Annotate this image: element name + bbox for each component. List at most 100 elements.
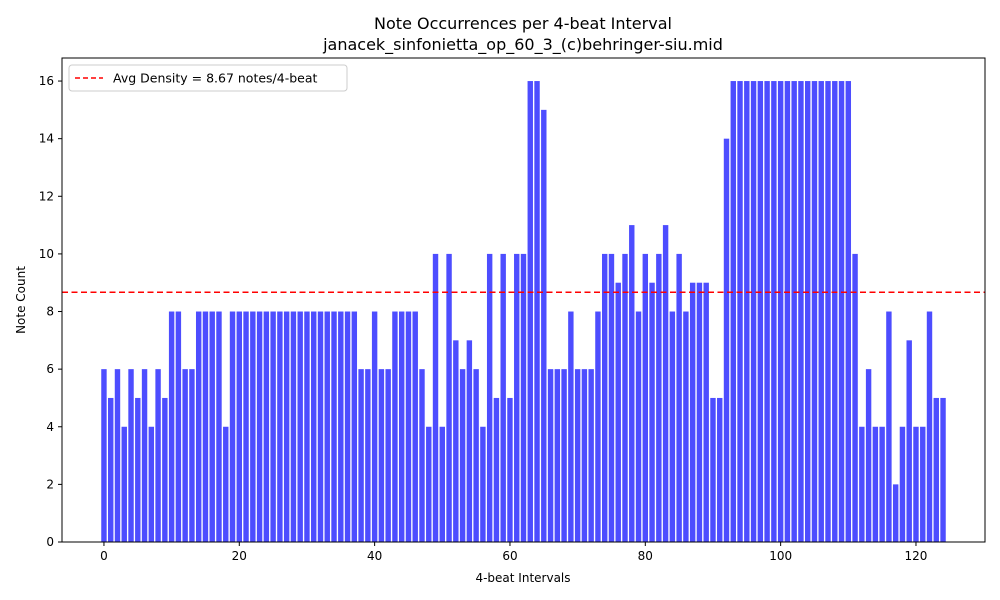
bar bbox=[283, 311, 290, 542]
bar bbox=[243, 311, 249, 542]
bar bbox=[412, 311, 418, 542]
bar bbox=[710, 397, 716, 542]
bar bbox=[696, 282, 703, 542]
bar bbox=[216, 311, 222, 542]
bar bbox=[419, 369, 425, 542]
bar bbox=[703, 282, 709, 542]
bar bbox=[121, 426, 127, 542]
bar bbox=[757, 81, 764, 543]
bar bbox=[913, 426, 919, 542]
bar bbox=[554, 369, 561, 542]
bar bbox=[852, 253, 858, 542]
bar bbox=[662, 225, 669, 542]
y-tick-label: 10 bbox=[39, 247, 54, 261]
bar bbox=[236, 311, 242, 542]
bar bbox=[446, 253, 452, 542]
bar bbox=[480, 426, 486, 542]
bar bbox=[270, 311, 276, 542]
bar bbox=[311, 311, 317, 542]
bar bbox=[926, 311, 933, 542]
bar bbox=[459, 369, 466, 542]
bar bbox=[642, 253, 649, 542]
bar bbox=[453, 340, 459, 542]
x-tick-label: 60 bbox=[502, 549, 517, 563]
bar bbox=[277, 311, 283, 542]
x-tick-label: 40 bbox=[367, 549, 382, 563]
bar bbox=[845, 81, 852, 543]
y-tick-label: 12 bbox=[39, 189, 54, 203]
bar bbox=[879, 426, 885, 542]
x-tick-label: 0 bbox=[100, 549, 108, 563]
x-axis-label: 4-beat Intervals bbox=[475, 571, 570, 585]
bar bbox=[175, 311, 182, 542]
bar bbox=[676, 253, 682, 542]
y-tick-label: 4 bbox=[46, 420, 54, 434]
bar bbox=[811, 81, 818, 543]
bar bbox=[737, 81, 743, 543]
bar bbox=[398, 311, 405, 542]
bar bbox=[798, 81, 804, 543]
bar bbox=[940, 397, 946, 542]
bar bbox=[317, 311, 324, 542]
bar bbox=[195, 311, 202, 542]
bar bbox=[405, 311, 412, 542]
bar bbox=[574, 369, 581, 542]
bar bbox=[899, 426, 906, 542]
bar bbox=[859, 426, 865, 542]
bar bbox=[825, 81, 831, 543]
bar bbox=[426, 426, 432, 542]
y-tick-label: 2 bbox=[46, 477, 54, 491]
bar bbox=[263, 311, 270, 542]
bar bbox=[229, 311, 236, 542]
bar bbox=[886, 311, 892, 542]
bar bbox=[182, 369, 188, 542]
bar bbox=[568, 311, 574, 542]
bar bbox=[256, 311, 263, 542]
bar bbox=[784, 81, 791, 543]
bar bbox=[744, 81, 750, 543]
bar bbox=[392, 311, 398, 542]
x-tick-label: 80 bbox=[638, 549, 653, 563]
bar bbox=[635, 311, 642, 542]
bar bbox=[493, 397, 500, 542]
bar bbox=[223, 426, 229, 542]
bar bbox=[595, 311, 601, 542]
bar bbox=[351, 311, 358, 542]
bar bbox=[520, 253, 527, 542]
bar bbox=[331, 311, 337, 542]
bar bbox=[507, 397, 513, 542]
bar bbox=[750, 81, 757, 543]
bar bbox=[344, 311, 351, 542]
bar bbox=[128, 369, 134, 542]
bar bbox=[324, 311, 330, 542]
y-tick-label: 6 bbox=[46, 362, 54, 376]
bar bbox=[162, 397, 168, 542]
bar bbox=[486, 253, 493, 542]
y-tick-label: 8 bbox=[46, 305, 54, 319]
chart-title: Note Occurrences per 4-beat Interval bbox=[374, 14, 672, 33]
bar bbox=[500, 253, 506, 542]
bar bbox=[872, 426, 879, 542]
bar bbox=[514, 253, 520, 542]
y-axis: 0 2 4 6 8 10 12 14 16 bbox=[39, 74, 62, 549]
bar bbox=[114, 369, 121, 542]
bar bbox=[168, 311, 175, 542]
bar bbox=[683, 311, 689, 542]
bar bbox=[717, 397, 723, 542]
bar bbox=[602, 253, 608, 542]
bar bbox=[250, 311, 256, 542]
bar bbox=[155, 369, 161, 542]
bar bbox=[777, 81, 784, 543]
bar bbox=[304, 311, 310, 542]
bar bbox=[338, 311, 344, 542]
y-axis-label: Note Count bbox=[14, 266, 28, 334]
bar bbox=[629, 225, 635, 542]
bar bbox=[297, 311, 303, 542]
bar bbox=[730, 81, 736, 543]
bar bbox=[439, 426, 445, 542]
legend-label: Avg Density = 8.67 notes/4-beat bbox=[113, 71, 318, 86]
bar bbox=[805, 81, 811, 543]
bar bbox=[615, 282, 621, 542]
bar bbox=[832, 81, 838, 543]
